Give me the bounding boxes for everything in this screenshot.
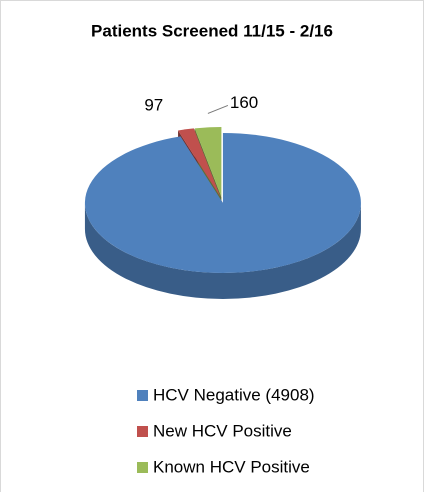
slice: [194, 127, 222, 198]
chart-title: Patients Screened 11/15 - 2/16: [91, 21, 333, 40]
data-label: 97: [144, 95, 163, 114]
slice: [84, 132, 361, 273]
legend-label: Known HCV Positive: [153, 457, 310, 476]
pie-tops: [84, 127, 361, 273]
legend-swatch: [137, 462, 148, 473]
legend-label: HCV Negative (4908): [153, 385, 315, 404]
slice: [178, 128, 221, 198]
slice-side: [84, 202, 361, 299]
legend-swatch: [137, 390, 148, 401]
legend-swatch: [137, 426, 148, 437]
data-label: 160: [230, 93, 258, 112]
leader-line: [207, 104, 229, 114]
legend-label: New HCV Positive: [153, 421, 292, 440]
